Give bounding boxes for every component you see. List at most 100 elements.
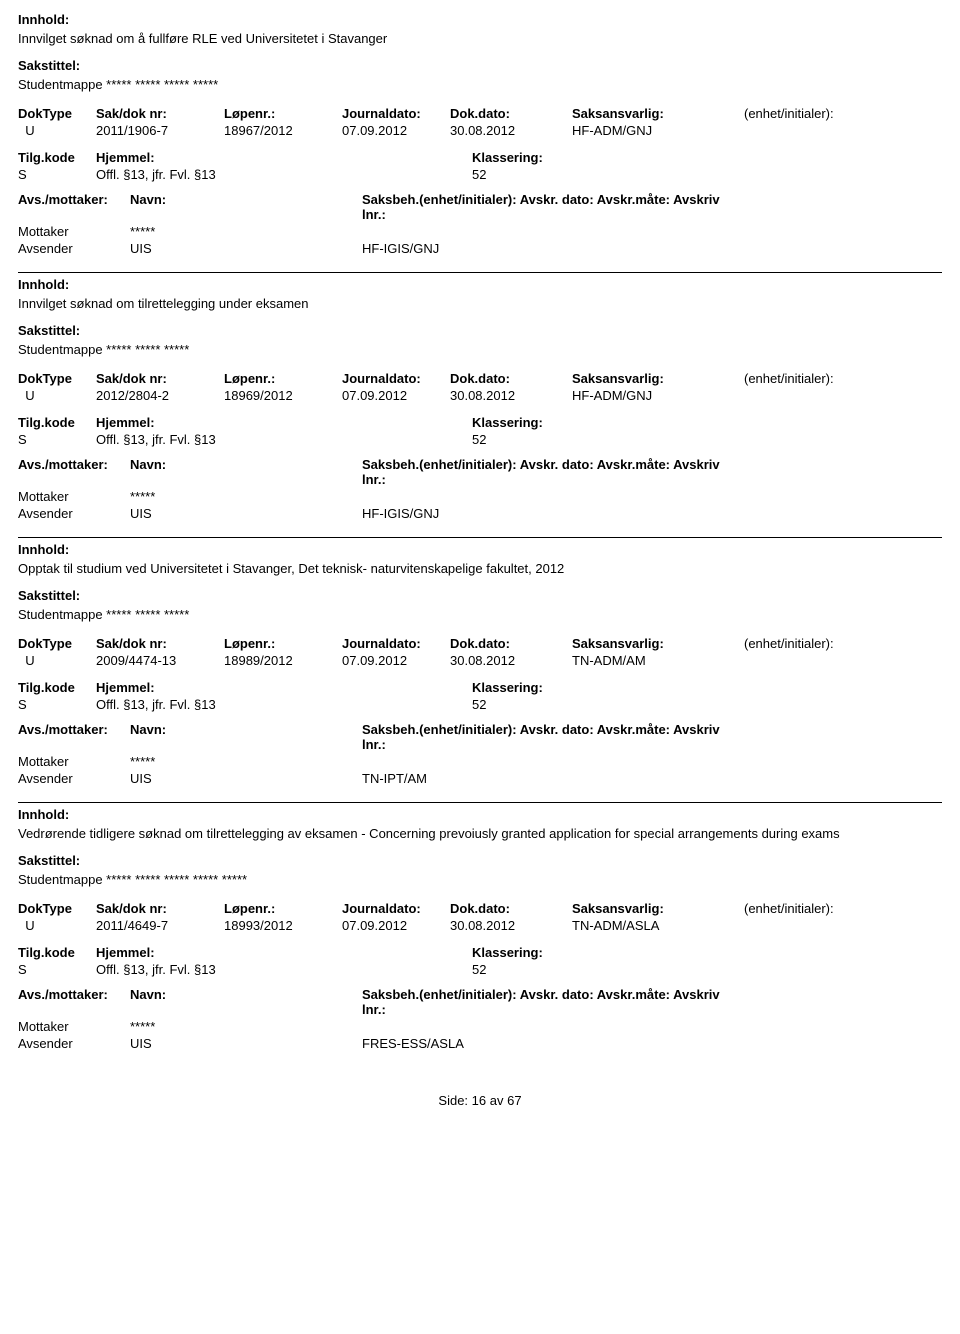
saksansvarlig-value: HF-ADM/GNJ [572,388,744,403]
hjemmel-value: Offl. §13, jfr. Fvl. §13 [96,432,472,447]
party-code [362,754,732,769]
party-row: Avsender UIS HF-IGIS/GNJ [18,506,942,521]
sakstittel-text: Studentmappe ***** ***** ***** [18,607,942,622]
party-row: Avsender UIS FRES-ESS/ASLA [18,1036,942,1051]
party-role: Avsender [18,771,130,786]
party-name: ***** [130,1019,362,1034]
party-role: Avsender [18,506,130,521]
journaldato-value: 07.09.2012 [342,388,450,403]
tilgkode-value: S [18,432,96,447]
party-name: UIS [130,1036,362,1051]
party-name: UIS [130,241,362,256]
navn-label: Navn: [130,987,362,1017]
party-name: UIS [130,506,362,521]
party-name: ***** [130,754,362,769]
sakstittel-label: Sakstittel: [18,588,942,603]
saksansvarlig-value: TN-ADM/ASLA [572,918,744,933]
party-code: FRES-ESS/ASLA [362,1036,732,1051]
avsmottaker-label: Avs./mottaker: [18,457,130,487]
saksbeh-label: Saksbeh.(enhet/initialer): Avskr. dato: … [362,987,732,1017]
klassering-value: 52 [472,167,692,182]
journaldato-value: 07.09.2012 [342,918,450,933]
journaldato-label: Journaldato: [342,106,450,121]
klassering-label: Klassering: [472,150,692,165]
sakdok-label: Sak/dok nr: [96,636,224,651]
record: Innhold: Vedrørende tidligere søknad om … [18,807,942,1067]
metadata-header: DokType Sak/dok nr: Løpenr.: Journaldato… [18,371,942,386]
party-row: Mottaker ***** [18,224,942,239]
tilgkode-value: S [18,962,96,977]
parties-header: Avs./mottaker: Navn: Saksbeh.(enhet/init… [18,457,942,487]
doktype-label: DokType [18,901,96,916]
party-role: Avsender [18,1036,130,1051]
parties-header: Avs./mottaker: Navn: Saksbeh.(enhet/init… [18,722,942,752]
journaldato-label: Journaldato: [342,901,450,916]
metadata-row: U 2009/4474-13 18989/2012 07.09.2012 30.… [18,653,942,668]
lopenr-label: Løpenr.: [224,636,342,651]
dokdato-label: Dok.dato: [450,371,572,386]
dokdato-value: 30.08.2012 [450,123,572,138]
record: Innhold: Opptak til studium ved Universi… [18,542,942,803]
sakdok-label: Sak/dok nr: [96,901,224,916]
navn-label: Navn: [130,457,362,487]
doktype-value: U [18,918,96,933]
doktype-value: U [18,123,96,138]
sakdok-value: 2011/4649-7 [96,918,224,933]
innhold-text: Innvilget søknad om å fullføre RLE ved U… [18,31,942,46]
party-code: HF-IGIS/GNJ [362,241,732,256]
hjemmel-value: Offl. §13, jfr. Fvl. §13 [96,962,472,977]
parties-header: Avs./mottaker: Navn: Saksbeh.(enhet/init… [18,987,942,1017]
metadata-header: DokType Sak/dok nr: Løpenr.: Journaldato… [18,901,942,916]
tilgkode-label: Tilg.kode [18,150,96,165]
party-role: Avsender [18,241,130,256]
saksbeh-label: Saksbeh.(enhet/initialer): Avskr. dato: … [362,457,732,487]
lopenr-label: Løpenr.: [224,901,342,916]
page-total: 67 [507,1093,521,1108]
sakdok-value: 2012/2804-2 [96,388,224,403]
party-code [362,1019,732,1034]
klassering-value: 52 [472,432,692,447]
lopenr-label: Løpenr.: [224,371,342,386]
tilg-row: S Offl. §13, jfr. Fvl. §13 52 [18,167,942,182]
tilg-row: S Offl. §13, jfr. Fvl. §13 52 [18,697,942,712]
metadata-row: U 2012/2804-2 18969/2012 07.09.2012 30.0… [18,388,942,403]
enhet-label: (enhet/initialer): [744,106,894,121]
enhet-value [744,123,894,138]
innhold-label: Innhold: [18,12,942,27]
journaldato-value: 07.09.2012 [342,123,450,138]
parties-header: Avs./mottaker: Navn: Saksbeh.(enhet/init… [18,192,942,222]
enhet-label: (enhet/initialer): [744,371,894,386]
tilg-header: Tilg.kode Hjemmel: Klassering: [18,945,942,960]
innhold-label: Innhold: [18,277,942,292]
klassering-value: 52 [472,962,692,977]
lopenr-label: Løpenr.: [224,106,342,121]
dokdato-label: Dok.dato: [450,901,572,916]
sakstittel-text: Studentmappe ***** ***** ***** [18,342,942,357]
klassering-label: Klassering: [472,415,692,430]
sakdok-value: 2011/1906-7 [96,123,224,138]
innhold-text: Opptak til studium ved Universitetet i S… [18,561,942,576]
navn-label: Navn: [130,192,362,222]
doktype-value: U [18,388,96,403]
saksansvarlig-label: Saksansvarlig: [572,106,744,121]
tilgkode-value: S [18,697,96,712]
metadata-header: DokType Sak/dok nr: Løpenr.: Journaldato… [18,106,942,121]
party-name: UIS [130,771,362,786]
party-role: Mottaker [18,1019,130,1034]
tilg-header: Tilg.kode Hjemmel: Klassering: [18,150,942,165]
avsmottaker-label: Avs./mottaker: [18,987,130,1017]
party-name: ***** [130,489,362,504]
sakstittel-text: Studentmappe ***** ***** ***** ***** ***… [18,872,942,887]
party-row: Avsender UIS TN-IPT/AM [18,771,942,786]
journaldato-value: 07.09.2012 [342,653,450,668]
lopenr-value: 18993/2012 [224,918,342,933]
page-footer: Side: 16 av 67 [18,1093,942,1108]
record: Innhold: Innvilget søknad om å fullføre … [18,12,942,273]
tilg-header: Tilg.kode Hjemmel: Klassering: [18,680,942,695]
metadata-row: U 2011/4649-7 18993/2012 07.09.2012 30.0… [18,918,942,933]
party-role: Mottaker [18,754,130,769]
tilg-row: S Offl. §13, jfr. Fvl. §13 52 [18,962,942,977]
tilgkode-label: Tilg.kode [18,680,96,695]
party-name: ***** [130,224,362,239]
hjemmel-label: Hjemmel: [96,415,472,430]
